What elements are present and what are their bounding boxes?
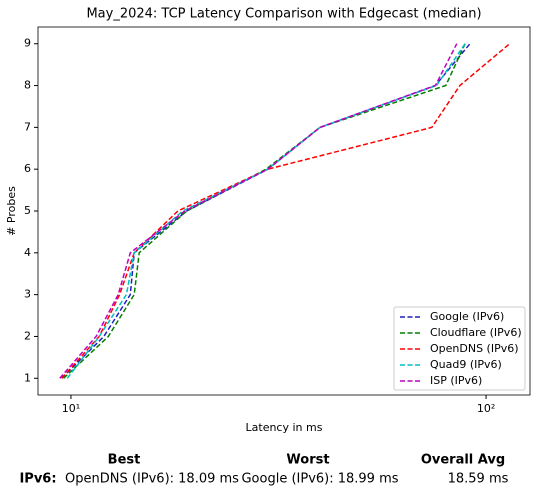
y-tick-label: 4 (24, 246, 31, 259)
x-tick-label: 10¹ (62, 402, 80, 415)
y-tick-label: 7 (24, 120, 31, 133)
summary-header: Overall Avg (421, 453, 505, 468)
series-line (66, 43, 466, 379)
summary-cell: Google (IPv6): 18.99 ms (241, 472, 398, 487)
legend-label: ISP (IPv6) (430, 374, 482, 387)
y-tick-label: 5 (24, 204, 31, 217)
y-tick-label: 9 (24, 37, 31, 50)
summary-header: Best (108, 453, 141, 468)
y-tick-label: 2 (24, 329, 31, 342)
legend-label: Quad9 (IPv6) (430, 358, 502, 371)
legend-box (393, 306, 526, 391)
y-axis-label: # Probes (5, 186, 18, 236)
series-line (63, 43, 466, 379)
summary-cell: OpenDNS (IPv6): 18.09 ms (65, 472, 239, 487)
chart-title: May_2024: TCP Latency Comparison with Ed… (86, 7, 481, 22)
summary-cell: 18.59 ms (448, 472, 509, 487)
summary-row-label: IPv6: (19, 472, 56, 487)
summary-header: Worst (286, 453, 329, 468)
legend-label: Google (IPv6) (430, 310, 504, 323)
legend-label: OpenDNS (IPv6) (430, 342, 519, 355)
x-axis-label: Latency in ms (246, 421, 323, 434)
series-line (61, 43, 511, 379)
y-tick-label: 3 (24, 288, 31, 301)
x-tick-label: 10² (477, 402, 495, 415)
y-tick-label: 6 (24, 162, 31, 175)
legend-label: Cloudflare (IPv6) (430, 326, 522, 339)
y-tick-label: 1 (24, 371, 31, 384)
y-tick-label: 8 (24, 79, 31, 92)
series-line (59, 43, 458, 379)
